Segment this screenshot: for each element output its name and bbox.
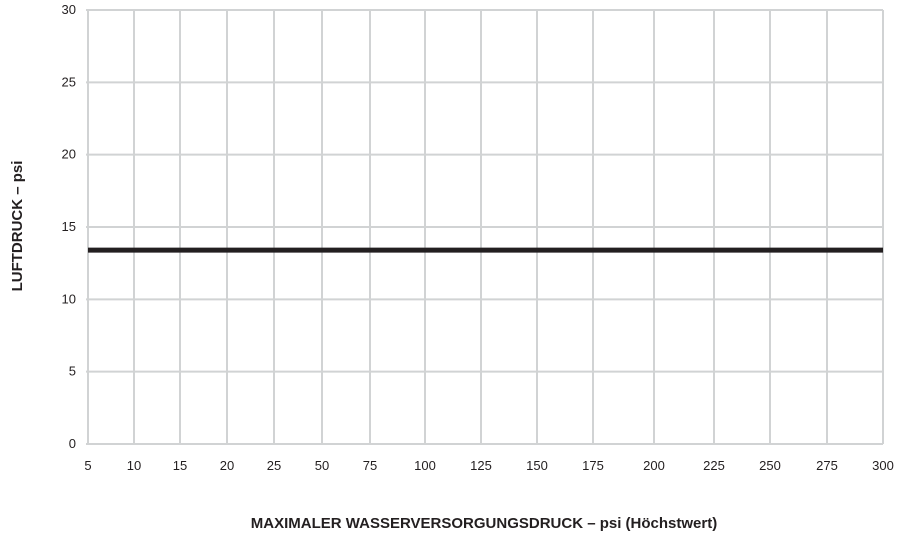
y-tick-label: 5 xyxy=(69,364,76,379)
x-tick-label: 275 xyxy=(816,458,838,473)
x-tick-label: 10 xyxy=(127,458,141,473)
y-tick-label: 10 xyxy=(62,291,76,306)
y-axis-title: LUFTDRUCK – psi xyxy=(9,161,26,292)
x-tick-labels: 5 10 15 20 25 50 75 100 125 150 175 200 225 250 275 300 xyxy=(84,458,893,473)
x-tick-label: 150 xyxy=(526,458,548,473)
horizontal-gridlines xyxy=(86,9,883,445)
x-tick-label: 20 xyxy=(220,458,234,473)
y-tick-labels: 0 5 10 15 20 25 30 xyxy=(62,2,76,451)
x-tick-label: 175 xyxy=(582,458,604,473)
x-tick-label: 225 xyxy=(703,458,725,473)
x-tick-label: 15 xyxy=(173,458,187,473)
y-tick-label: 15 xyxy=(62,219,76,234)
x-tick-label: 125 xyxy=(470,458,492,473)
x-tick-label: 200 xyxy=(643,458,665,473)
x-tick-label: 5 xyxy=(84,458,91,473)
x-tick-label: 250 xyxy=(759,458,781,473)
x-axis-title: MAXIMALER WASSERVERSORGUNGSDRUCK – psi (… xyxy=(251,515,717,532)
x-tick-label: 75 xyxy=(363,458,377,473)
y-tick-label: 30 xyxy=(62,2,76,17)
y-tick-label: 20 xyxy=(62,147,76,162)
x-tick-label: 25 xyxy=(267,458,281,473)
x-tick-label: 300 xyxy=(872,458,894,473)
y-tick-label: 0 xyxy=(69,436,76,451)
x-tick-label: 50 xyxy=(315,458,329,473)
y-tick-label: 25 xyxy=(62,74,76,89)
x-tick-label: 100 xyxy=(414,458,436,473)
